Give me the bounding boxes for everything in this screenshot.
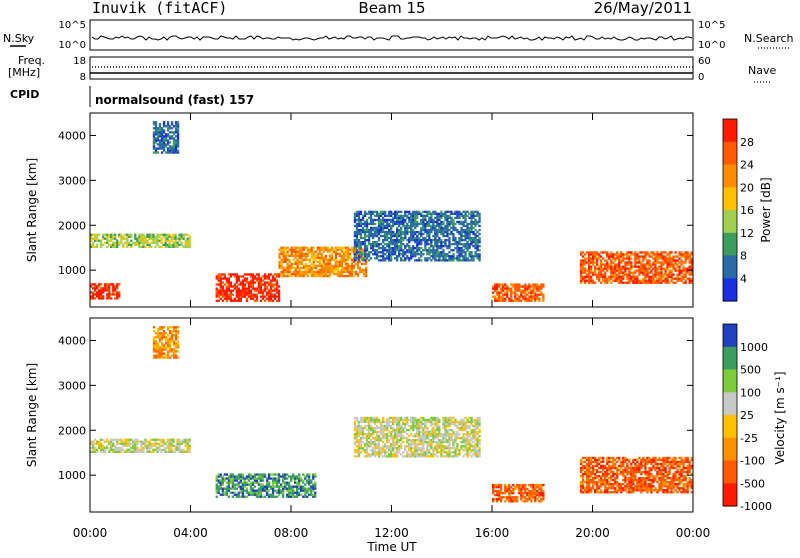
nave-tick-high: 60	[698, 56, 711, 67]
power-colorbar-tick: 24	[740, 159, 754, 172]
velocity-colorbar-swatch	[723, 461, 737, 484]
nsky-trace	[92, 36, 692, 40]
power-colorbar: 28 24 20 16 12 8 4	[723, 119, 754, 302]
x-tick-label: 08:00	[274, 526, 309, 540]
freq-unit: [MHz]	[8, 66, 40, 79]
nsearch-tick-high: 10^5	[698, 20, 725, 31]
freq-tick-low: 8	[80, 72, 86, 83]
x-tick-label: 16:00	[475, 526, 510, 540]
velocity-colorbar-swatch	[723, 324, 737, 347]
nsearch-label: N.Search	[744, 32, 794, 45]
power-echo-region	[278, 247, 367, 278]
power-y-tick-label: 3000	[58, 174, 86, 187]
velocity-ylabel: Slant Range [km]	[25, 363, 39, 467]
power-colorbar-tick: 4	[740, 272, 747, 285]
velocity-colorbar-swatch	[723, 415, 737, 438]
power-echo-region	[580, 251, 695, 284]
velocity-echo-region	[580, 457, 695, 494]
power-echo-region	[90, 283, 120, 299]
station-title: Inuvik (fitACF)	[92, 0, 227, 17]
power-y-tick-label: 2000	[58, 219, 86, 232]
power-colorbar-tick: 16	[740, 204, 754, 217]
velocity-colorbar-tick: 100	[740, 386, 761, 399]
cpid-label: CPID	[10, 88, 39, 101]
power-colorbar-swatch	[723, 187, 737, 210]
beam-title: Beam 15	[358, 0, 425, 17]
velocity-colorbar-tick: -1000	[740, 500, 772, 513]
x-tick-label: 20:00	[575, 526, 610, 540]
x-tick-label: 04:00	[173, 526, 208, 540]
power-colorbar-tick: 12	[740, 227, 754, 240]
date-title: 26/May/2011	[594, 0, 692, 17]
power-colorbar-swatch	[723, 233, 737, 256]
velocity-colorbar-tick: 25	[740, 409, 754, 422]
power-echo-region	[90, 234, 191, 248]
velocity-echo-region	[153, 326, 179, 359]
velocity-colorbar-tick: -500	[740, 477, 765, 490]
power-echo-region	[492, 283, 545, 302]
nave-label: Nave	[748, 64, 776, 77]
x-tick-label: 00:00	[73, 526, 108, 540]
power-colorbar-label: Power [dB]	[759, 177, 773, 242]
x-axis-label: Time UT	[366, 540, 417, 554]
power-colorbar-swatch	[723, 210, 737, 233]
power-colorbar-tick: 20	[740, 181, 754, 194]
cpid-value: normalsound (fast) 157	[95, 93, 254, 107]
power-echoes	[90, 121, 695, 302]
velocity-y-tick-label: 1000	[58, 469, 86, 482]
nsearch-tick-low: 10^0	[698, 40, 725, 51]
velocity-colorbar-swatch	[723, 438, 737, 461]
velocity-colorbar-tick: -100	[740, 455, 765, 468]
velocity-colorbar-tick: 1000	[740, 341, 768, 354]
nsky-panel	[90, 20, 693, 50]
freq-tick-high: 18	[73, 56, 86, 67]
velocity-colorbar-label: Velocity [m s⁻¹]	[773, 371, 787, 464]
power-y-tick-label: 1000	[58, 264, 86, 277]
nsky-tick-low: 10^0	[59, 40, 86, 51]
velocity-echo-region	[90, 439, 191, 453]
power-colorbar-swatch	[723, 256, 737, 279]
power-colorbar-swatch	[723, 278, 737, 301]
power-colorbar-tick: 8	[740, 250, 747, 263]
nsky-label: N.Sky	[3, 32, 35, 45]
velocity-colorbar-swatch	[723, 392, 737, 415]
x-tick-label: 12:00	[374, 526, 409, 540]
velocity-y-tick-label: 4000	[58, 334, 86, 347]
nsky-tick-high: 10^5	[59, 20, 86, 31]
velocity-echo-region	[492, 484, 545, 503]
x-tick-label: 00:00	[676, 526, 711, 540]
velocity-echoes	[90, 326, 695, 502]
velocity-y-tick-label: 2000	[58, 424, 86, 437]
power-colorbar-tick: 28	[740, 136, 754, 149]
power-ylabel: Slant Range [km]	[25, 158, 39, 262]
nave-tick-low: 0	[698, 72, 704, 83]
power-colorbar-swatch	[723, 165, 737, 188]
x-tick-labels: 00:00 04:00 08:00 12:00 16:00 20:00 00:00	[73, 526, 711, 540]
velocity-colorbar-tick: -25	[740, 432, 758, 445]
power-colorbar-swatch	[723, 119, 737, 142]
velocity-echo-region	[354, 417, 481, 458]
power-colorbar-swatch	[723, 142, 737, 165]
power-echo-region	[354, 211, 481, 262]
velocity-colorbar-swatch	[723, 483, 737, 506]
velocity-y-tick-label: 3000	[58, 379, 86, 392]
power-echo-region	[216, 273, 281, 302]
velocity-colorbar: 1000 500 100 25 -25 -100 -500 -1000	[723, 324, 772, 513]
velocity-colorbar-swatch	[723, 347, 737, 370]
power-echo-region	[153, 121, 179, 154]
velocity-colorbar-swatch	[723, 370, 737, 393]
velocity-colorbar-tick: 500	[740, 364, 761, 377]
freq-panel	[90, 57, 693, 79]
power-y-tick-label: 4000	[58, 129, 86, 142]
velocity-echo-region	[216, 473, 317, 498]
